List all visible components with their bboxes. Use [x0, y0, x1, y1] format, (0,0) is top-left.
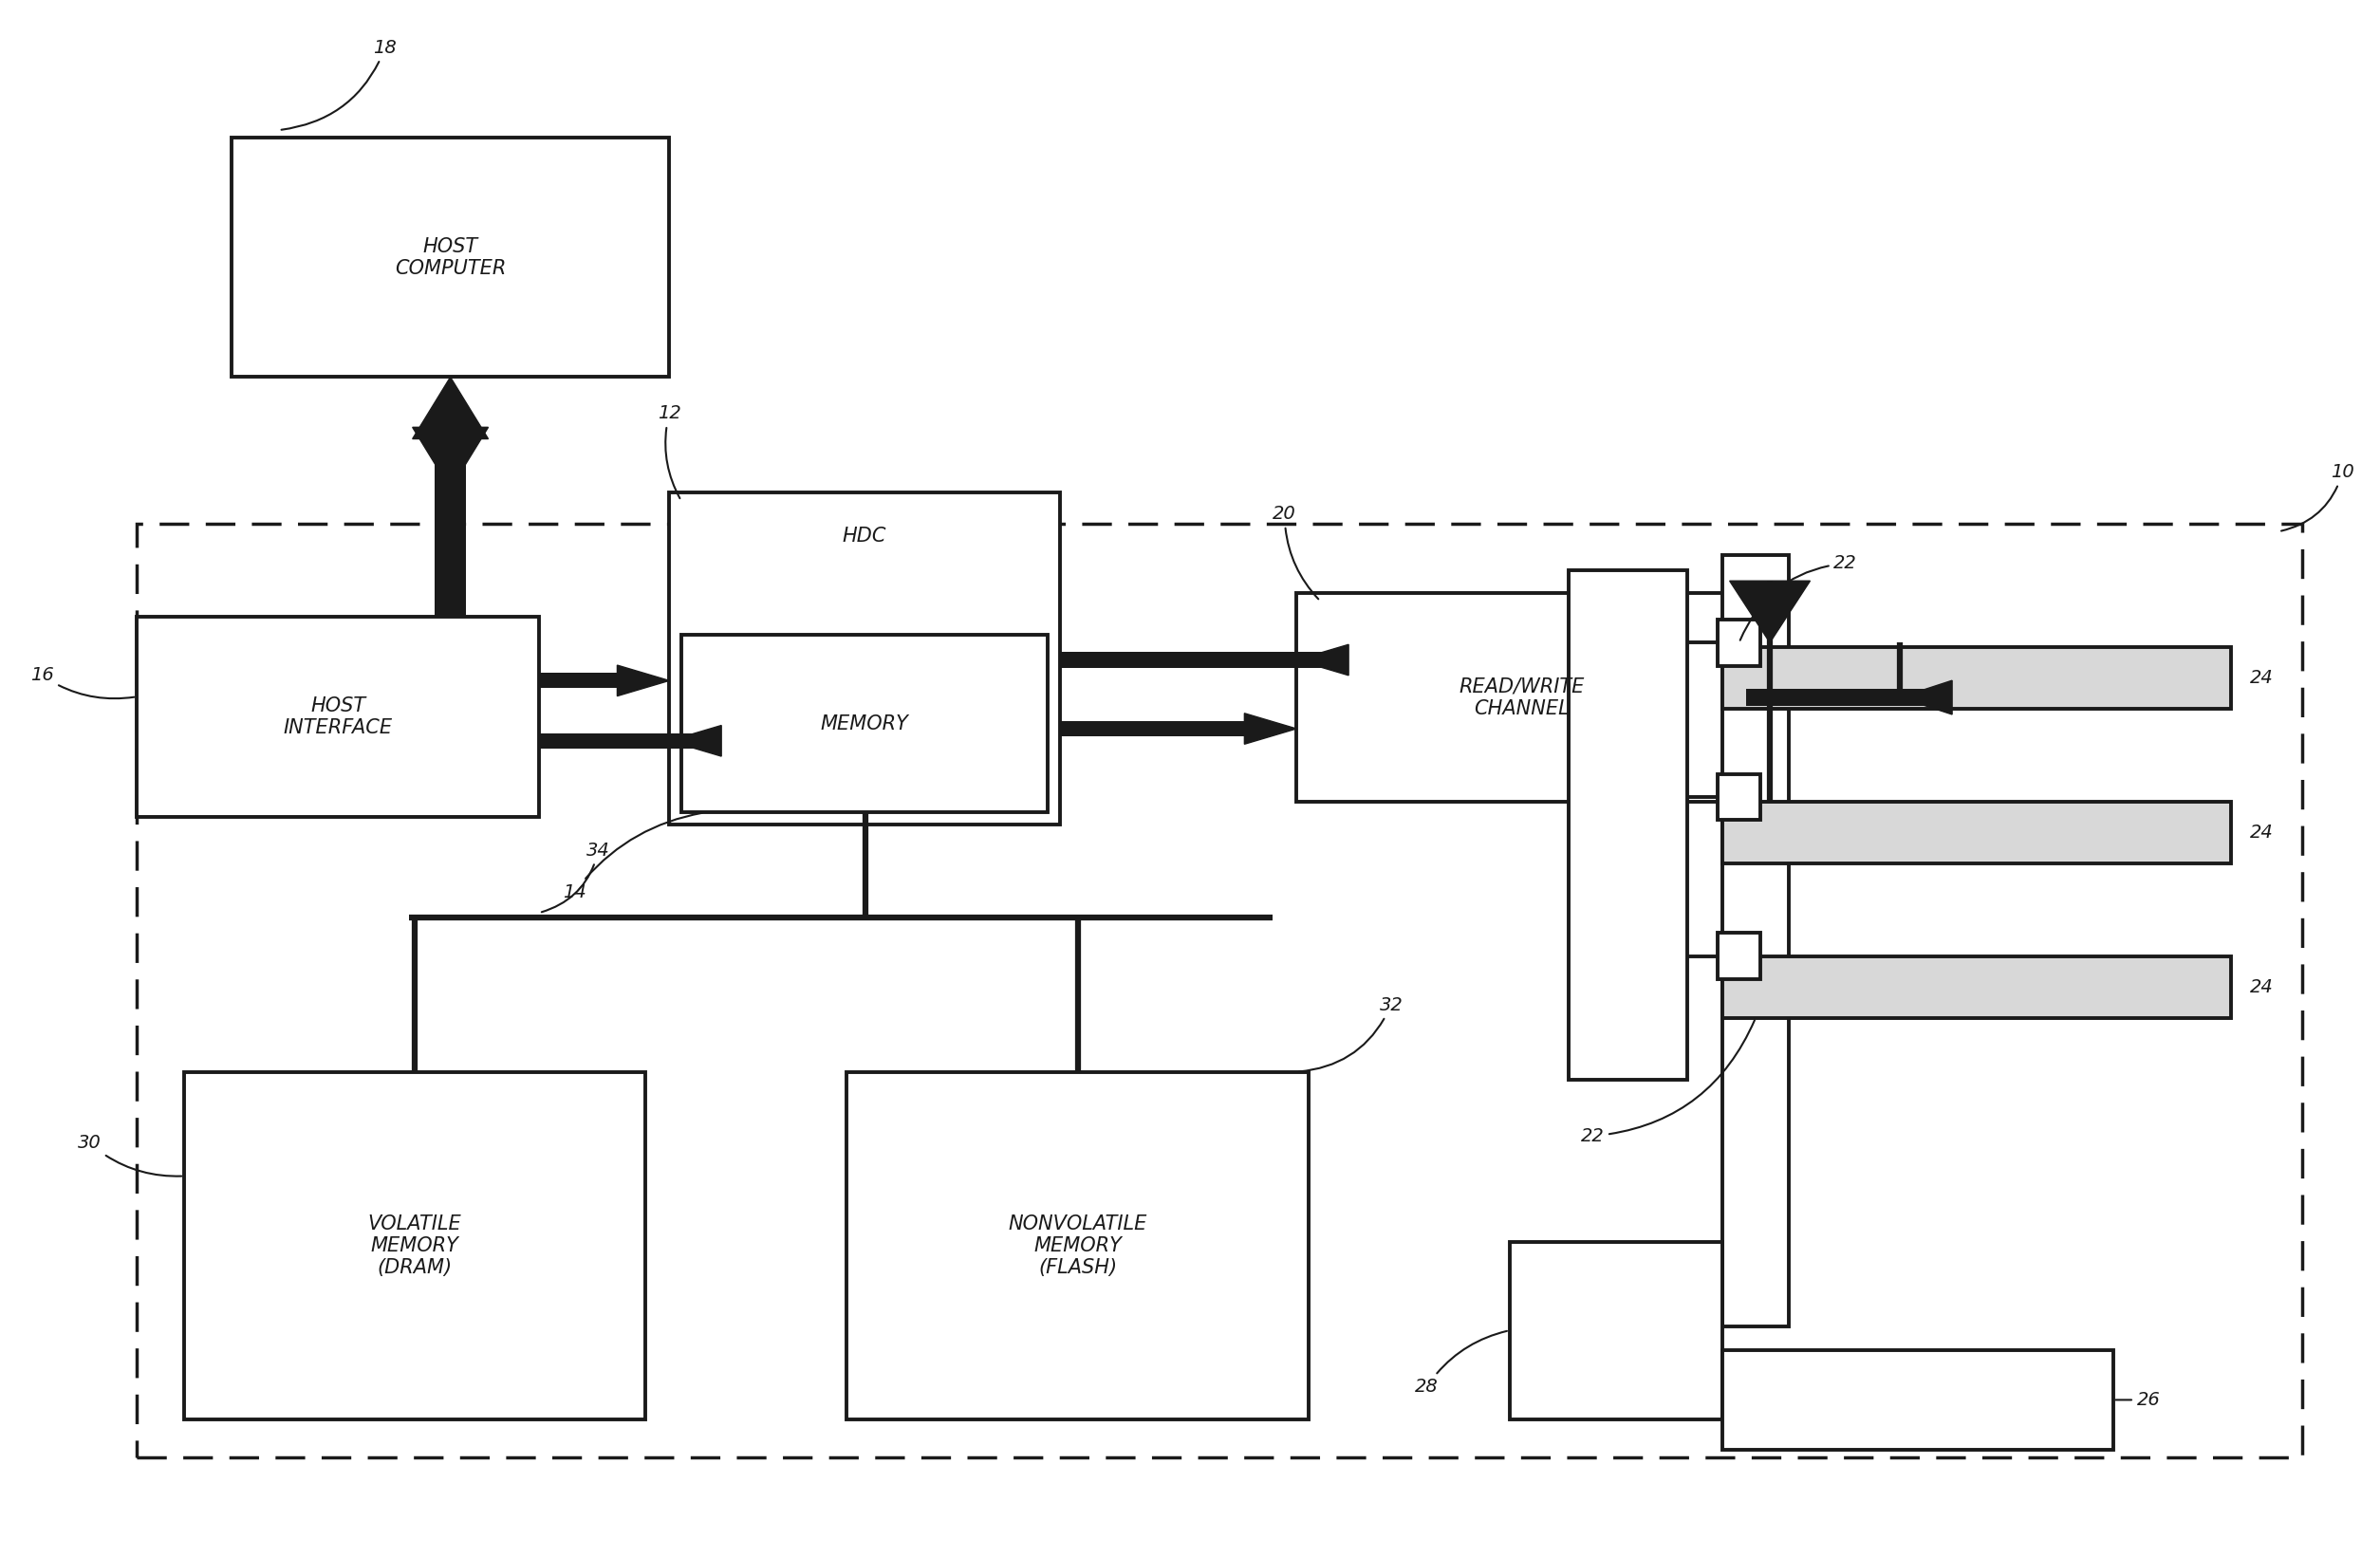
Text: 14: 14 [562, 813, 702, 902]
Text: 12: 12 [657, 405, 681, 498]
Text: 10: 10 [2282, 464, 2354, 531]
Bar [1718, 933, 1761, 979]
Polygon shape [1899, 680, 1952, 715]
Bar [1747, 688, 1952, 705]
Bar [1723, 554, 1790, 1327]
Text: 22: 22 [1740, 554, 1856, 640]
Bar [1723, 648, 2232, 708]
Text: 20: 20 [1273, 504, 1319, 599]
Bar [231, 139, 669, 377]
Polygon shape [412, 377, 488, 439]
Bar [136, 523, 2301, 1457]
Text: HOST
INTERFACE: HOST INTERFACE [283, 696, 393, 738]
Bar [1723, 802, 2232, 864]
Bar [1297, 593, 1747, 802]
Text: 22: 22 [1580, 1020, 1754, 1144]
Bar [681, 635, 1047, 813]
Polygon shape [669, 726, 721, 757]
Polygon shape [1297, 645, 1349, 676]
Bar [540, 733, 721, 749]
Bar [1059, 652, 1349, 668]
Text: VOLATILE
MEMORY
(DRAM): VOLATILE MEMORY (DRAM) [369, 1214, 462, 1277]
Bar [1509, 1241, 1723, 1418]
Text: 26: 26 [2116, 1390, 2161, 1409]
Text: 24: 24 [2251, 824, 2273, 841]
Text: 18: 18 [281, 39, 397, 129]
Bar [669, 494, 1059, 825]
Text: 30: 30 [79, 1133, 181, 1176]
Bar [1718, 620, 1761, 666]
Text: 24: 24 [2251, 670, 2273, 687]
Bar [183, 1071, 645, 1418]
Bar [436, 427, 466, 617]
Text: 34: 34 [543, 841, 609, 912]
Text: HOST
COMPUTER: HOST COMPUTER [395, 237, 507, 279]
Bar [1723, 956, 2232, 1018]
Text: 16: 16 [31, 666, 133, 699]
Text: READ/WRITE
CHANNEL: READ/WRITE CHANNEL [1459, 677, 1585, 718]
Text: 32: 32 [1299, 996, 1402, 1071]
Polygon shape [412, 427, 488, 489]
Text: 28: 28 [1414, 1331, 1507, 1397]
Bar [1718, 774, 1761, 821]
Bar [1059, 721, 1245, 736]
Polygon shape [616, 665, 669, 696]
Bar [1568, 570, 1687, 1079]
Bar [1723, 1350, 2113, 1450]
Bar [847, 1071, 1309, 1418]
Bar [436, 439, 466, 497]
Bar [136, 617, 540, 817]
Text: 24: 24 [2251, 978, 2273, 996]
Polygon shape [1245, 713, 1297, 744]
Text: HDC: HDC [843, 526, 888, 545]
Text: MEMORY: MEMORY [821, 715, 909, 733]
Bar [540, 673, 616, 688]
Polygon shape [1730, 581, 1811, 643]
Text: NONVOLATILE
MEMORY
(FLASH): NONVOLATILE MEMORY (FLASH) [1009, 1214, 1147, 1277]
